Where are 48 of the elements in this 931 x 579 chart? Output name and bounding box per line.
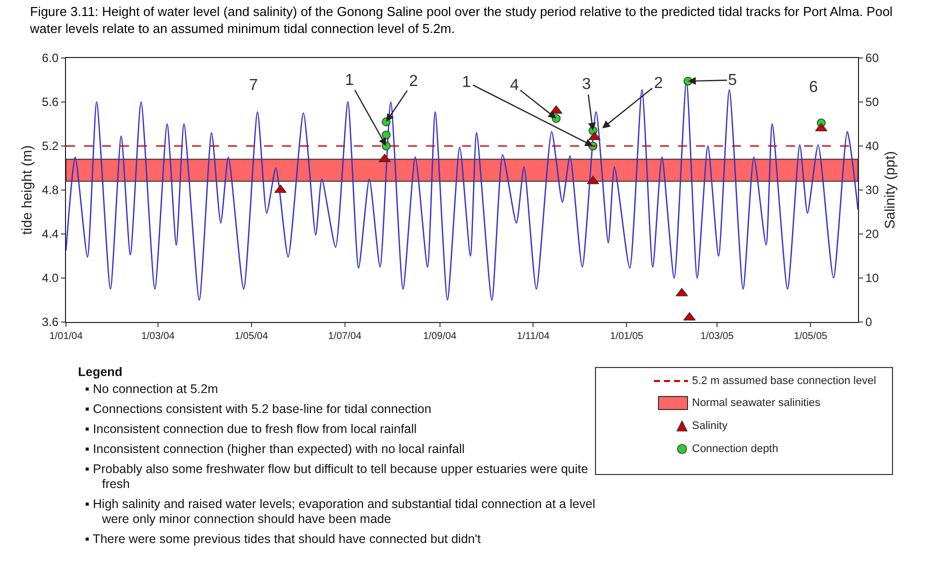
- text: ▪ No connection at 5.2m: [84, 382, 219, 397]
- y-tick-label: 4.8: [42, 183, 59, 198]
- y2-tick-label: 40: [865, 139, 880, 154]
- x-tick-label: 1/07/04: [328, 331, 362, 342]
- text: ▪ There were some previous tides that should have connected but didn't: [84, 532, 482, 547]
- chart-title: Figure 3.11: Height of water level (and salinity) of the Gonong Saline pool over the study period relative to the predicted tidal tracks for Port Alma. Pool water levels relate to an assumed minimum tidal connection level of 5.2m.: [30, 3, 894, 37]
- y-tick-label: 3.6: [42, 315, 59, 330]
- legend-label: Salinity: [692, 420, 728, 432]
- y-tick-label: 4.4: [42, 227, 59, 242]
- text: ▪ Inconsistent connection (higher than expected) with no local rainfall: [84, 442, 466, 457]
- y2-tick-label: 30: [865, 183, 880, 198]
- y-axis-title: tide height (m): [18, 145, 35, 235]
- text: Legend: [78, 365, 124, 379]
- legend-label: Connection depth: [692, 443, 778, 455]
- x-tick-label: 1/09/04: [423, 331, 457, 342]
- annotation: 6: [809, 79, 818, 96]
- annotation: 4: [510, 77, 519, 94]
- text: ▪ High salinity and raised water levels; evaporation and substantial tidal connection at a level were only minor connection should have been made: [84, 497, 596, 527]
- x-tick-label: 1/05/05: [794, 331, 828, 342]
- annotation: 1: [345, 72, 354, 89]
- y-tick-label: 5.6: [42, 95, 59, 110]
- y-tick-label: 4.0: [42, 271, 59, 286]
- y2-axis-title: Salinity (ppt): [881, 151, 898, 229]
- y-tick-label: 6.0: [42, 51, 59, 66]
- point: [382, 130, 391, 140]
- y2-tick-label: 20: [865, 227, 880, 242]
- x-tick-label: 1/01/05: [610, 331, 644, 342]
- annotation: 2: [409, 73, 418, 90]
- text: ▪ Probably also some freshwater flow but difficult to tell because upper estuaries were quite fresh: [84, 462, 590, 492]
- annotation: 5: [728, 72, 737, 89]
- x-tick-label: 1/05/04: [234, 331, 268, 342]
- y2-tick-label: 0: [865, 315, 872, 330]
- text: ▪ Inconsistent connection due to fresh flow from local rainfall: [84, 422, 418, 437]
- x-tick-label: 1/11/04: [516, 331, 550, 342]
- x-tick-label: 1/01/04: [49, 331, 84, 342]
- y-tick-label: 5.2: [42, 139, 59, 154]
- annotation: 7: [249, 77, 258, 94]
- legend-label: Normal seawater salinities: [692, 397, 820, 409]
- annotation: 2: [654, 75, 663, 92]
- annotation: 1: [462, 74, 471, 91]
- legend-label: 5.2 m assumed base connection level: [692, 375, 876, 387]
- text: ▪ Connections consistent with 5.2 base-line for tidal connection: [84, 402, 432, 417]
- y2-tick-label: 10: [865, 271, 880, 286]
- annotation: 3: [582, 76, 591, 93]
- y2-tick-label: 60: [865, 51, 880, 66]
- x-tick-label: 1/03/04: [141, 331, 176, 342]
- y2-tick-label: 50: [865, 95, 880, 110]
- x-tick-label: 1/03/05: [700, 331, 734, 342]
